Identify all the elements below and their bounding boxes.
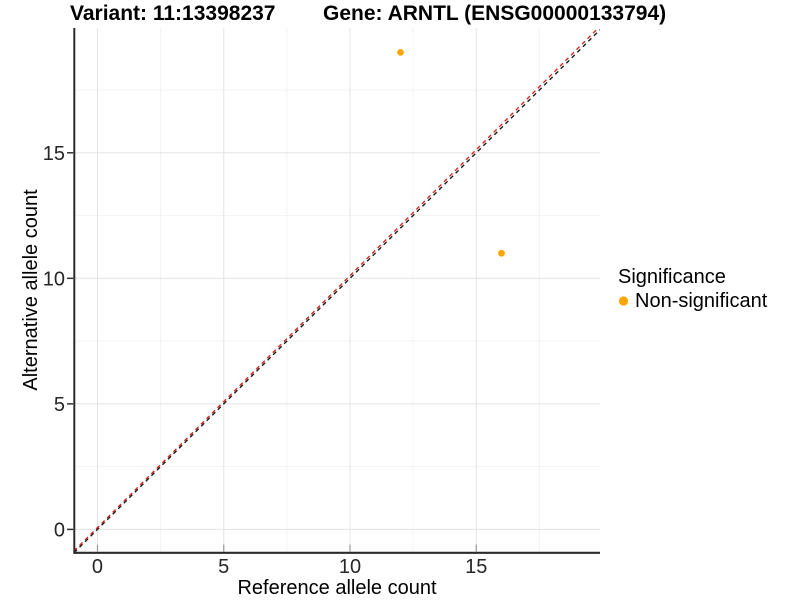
- data-point: [498, 249, 505, 257]
- y-tick-label: 0: [54, 519, 65, 541]
- overlay-line: [74, 28, 600, 552]
- x-tick-label: 10: [339, 556, 361, 578]
- x-tick-label: 0: [92, 556, 103, 578]
- legend-key-dot: [618, 296, 629, 306]
- legend-entries: Non-significant: [618, 290, 768, 312]
- gene-title: Gene: ARNTL (ENSG00000133794): [323, 2, 666, 25]
- legend: Significance Non-significant: [618, 266, 768, 312]
- legend-entry-label: Non-significant: [635, 290, 768, 312]
- data-points: [397, 48, 505, 257]
- x-axis-title: Reference allele count: [237, 577, 436, 599]
- y-tick-label: 15: [43, 143, 65, 165]
- variant-title: Variant: 11:13398237: [70, 2, 276, 25]
- x-tick-label: 15: [465, 556, 487, 578]
- axis-tick-labels: 0 5 10 15 0 5 10 15: [43, 143, 488, 578]
- y-axis-title: Alternative allele count: [20, 189, 42, 391]
- data-point: [397, 48, 404, 56]
- grid-major-lines: [74, 28, 600, 553]
- identity-line: [74, 29, 600, 553]
- legend-title: Significance: [618, 266, 726, 288]
- x-tick-label: 5: [218, 556, 229, 578]
- grid-minor-lines: [74, 28, 600, 553]
- y-tick-label: 10: [43, 268, 65, 290]
- axis-ticks: [67, 152, 477, 552]
- y-tick-label: 5: [54, 394, 65, 416]
- reference-lines: [74, 28, 600, 553]
